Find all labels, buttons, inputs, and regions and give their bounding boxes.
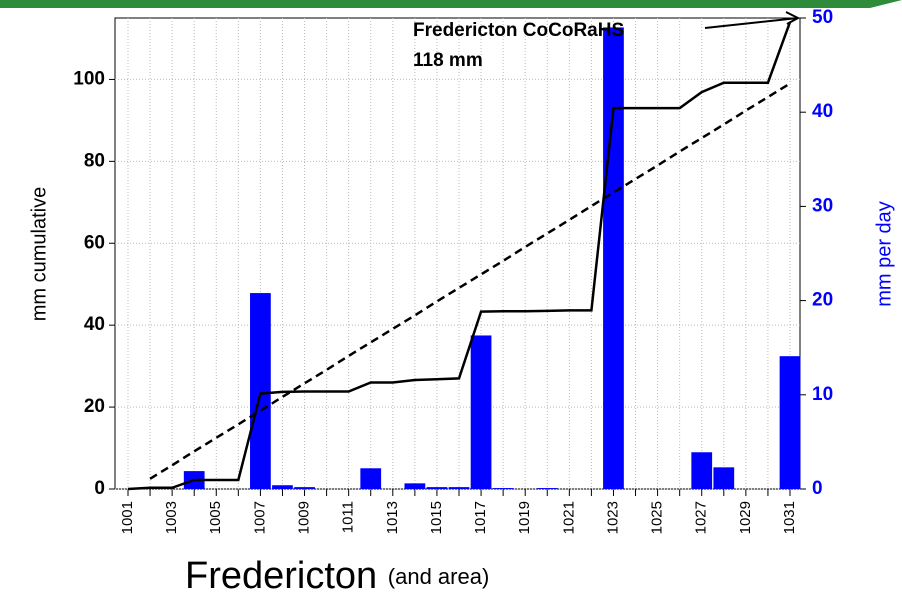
x-tick-label: 1013 xyxy=(384,501,401,534)
y2-tick-label: 30 xyxy=(812,195,833,216)
bar xyxy=(426,487,448,489)
x-tick-label: 1009 xyxy=(296,501,313,534)
bar xyxy=(536,488,558,489)
arrow-head xyxy=(785,11,801,25)
y2-axis-label: mm per day xyxy=(873,201,895,307)
x-tick-label: 1019 xyxy=(516,501,533,534)
y2-tick-label: 50 xyxy=(812,7,833,28)
bar xyxy=(492,488,514,489)
y-axis-label: mm cumulative xyxy=(28,187,50,321)
bar xyxy=(250,293,271,489)
annotation: 118 mm xyxy=(413,50,483,71)
x-tick-label: 1011 xyxy=(340,501,357,533)
bar xyxy=(603,27,624,489)
bar xyxy=(470,335,492,489)
header-strip xyxy=(0,0,902,8)
bar xyxy=(294,487,315,489)
bar xyxy=(404,483,426,489)
x-tick-label: 1015 xyxy=(428,501,445,534)
bar xyxy=(272,485,293,489)
y2-tick-label: 10 xyxy=(812,384,833,405)
bar xyxy=(448,487,470,489)
x-tick-label: 1003 xyxy=(163,501,180,534)
y2-tick-label: 40 xyxy=(812,101,833,122)
annotation-arrow xyxy=(704,17,799,29)
y-tick-label: 40 xyxy=(84,314,105,335)
x-tick-label: 1017 xyxy=(472,501,489,534)
y-tick-label: 60 xyxy=(84,232,105,253)
line xyxy=(149,82,791,480)
x-tick-label: 1005 xyxy=(207,501,224,534)
y2-tick-label: 20 xyxy=(812,290,833,311)
x-tick-label: 1029 xyxy=(737,501,754,534)
y-tick-label: 0 xyxy=(94,478,105,499)
x-tick-label: 1027 xyxy=(693,501,710,534)
bar xyxy=(691,452,713,489)
y-tick-label: 100 xyxy=(73,68,105,89)
bar xyxy=(713,467,735,489)
x-tick-label: 1007 xyxy=(251,501,268,534)
y-tick-label: 80 xyxy=(84,150,105,171)
line xyxy=(127,21,792,491)
bar xyxy=(779,356,801,489)
x-tick-label: 1031 xyxy=(781,501,798,534)
plot: 1001 1003 1005 1007 1009 1011 1013 1015 1017 1019… xyxy=(73,7,833,534)
x-tick-label: 1025 xyxy=(649,501,666,534)
x-tick-label: 1023 xyxy=(604,501,621,534)
x-tick-label: 1021 xyxy=(560,501,577,534)
bar xyxy=(360,468,382,489)
chart-title: Fredericton (and area) xyxy=(185,555,489,597)
y-tick-label: 20 xyxy=(84,396,105,417)
y2-tick-label: 0 xyxy=(812,478,823,499)
annotation: Fredericton CoCoRaHS xyxy=(413,20,624,41)
plot-frame xyxy=(114,17,801,490)
subtitle: (and area) xyxy=(388,564,490,589)
title: Fredericton xyxy=(185,555,377,597)
x-tick-label: 1001 xyxy=(119,501,136,534)
